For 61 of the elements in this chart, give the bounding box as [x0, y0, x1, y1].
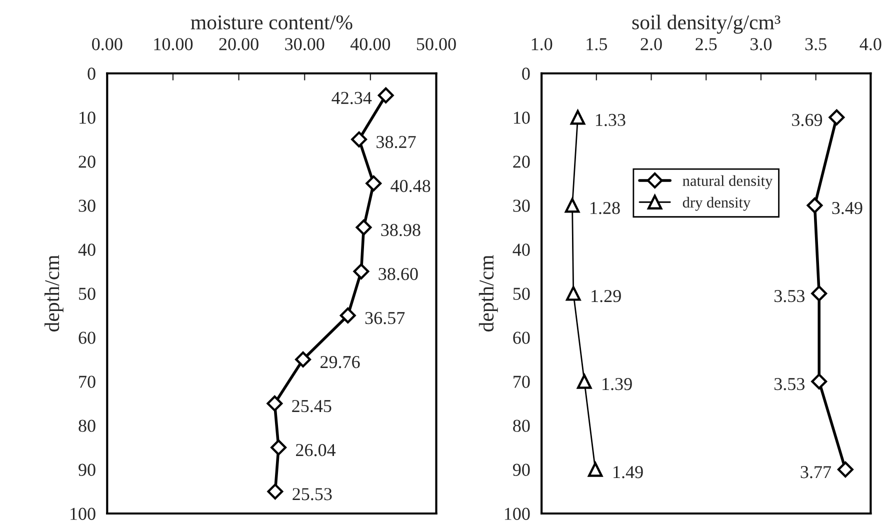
data-label: 25.53 — [292, 488, 332, 500]
data-label: 1.28 — [590, 202, 620, 214]
y-tick-label: 10 — [514, 112, 530, 124]
data-label: 26.04 — [296, 444, 336, 456]
y-axis-title: depth/cm — [478, 255, 498, 332]
data-label: 1.33 — [596, 114, 626, 126]
y-tick-label: 60 — [78, 332, 96, 344]
y-tick-label: 0 — [522, 68, 530, 80]
y-tick-label: 70 — [514, 376, 530, 388]
y-axis-title: depth/cm — [44, 255, 64, 332]
data-label: 3.77 — [800, 466, 832, 478]
y-tick-label: 40 — [512, 244, 530, 256]
x-axis-title: moisture content/% — [190, 15, 352, 30]
y-tick-label: 30 — [513, 200, 530, 212]
y-tick-label: 70 — [79, 376, 96, 388]
data-label: 38.98 — [381, 224, 420, 236]
legend-label: dry density — [682, 196, 751, 211]
data-label: 40.48 — [390, 180, 430, 192]
x-axis-title: soil density/g/cm³ — [632, 14, 780, 34]
data-label: 3.53 — [774, 378, 805, 390]
y-tick-label: 50 — [513, 288, 530, 300]
y-tick-label: 80 — [513, 420, 530, 432]
y-tick-label: 80 — [78, 420, 96, 432]
x-tick-label: 10.00 — [154, 38, 193, 50]
data-label: 3.49 — [832, 202, 862, 214]
y-tick-label: 40 — [78, 244, 96, 256]
data-label: 42.34 — [332, 92, 372, 104]
y-tick-label: 0 — [88, 68, 96, 80]
x-tick-label: 40.00 — [350, 38, 390, 50]
data-label: 25.45 — [292, 400, 332, 412]
data-label: 3.69 — [792, 114, 822, 126]
y-tick-label: 60 — [513, 332, 530, 344]
y-tick-label: 30 — [78, 200, 96, 212]
x-tick-label: 3.0 — [750, 38, 772, 50]
y-tick-label: 20 — [513, 156, 530, 168]
x-tick-label: 4.0 — [860, 38, 882, 50]
data-label: 36.57 — [365, 312, 405, 324]
x-tick-label: 20.00 — [219, 38, 258, 50]
y-tick-label: 90 — [512, 464, 530, 476]
y-tick-label: 100 — [504, 508, 530, 520]
data-label: 1.29 — [592, 290, 621, 302]
x-tick-label: 2.5 — [696, 38, 717, 50]
x-tick-label: 1.5 — [586, 38, 608, 50]
x-tick-label: 2.0 — [640, 38, 662, 50]
data-label: 1.49 — [614, 466, 643, 478]
data-label: 3.53 — [774, 290, 805, 302]
y-tick-label: 10 — [80, 112, 96, 124]
x-tick-label: 3.5 — [805, 38, 826, 50]
x-tick-label: 50.00 — [417, 38, 456, 50]
y-tick-label: 100 — [70, 508, 96, 520]
y-tick-label: 50 — [79, 288, 96, 300]
data-label: 1.39 — [602, 378, 632, 390]
y-tick-label: 20 — [78, 156, 96, 168]
x-tick-label: 0.00 — [92, 38, 122, 50]
data-label: 38.60 — [378, 268, 418, 280]
data-label: 29.76 — [320, 356, 360, 368]
x-tick-label: 1.0 — [532, 38, 552, 50]
data-label: 38.27 — [376, 136, 416, 148]
y-tick-label: 90 — [78, 464, 96, 476]
legend-label: natural density — [682, 175, 773, 190]
x-tick-label: 30.00 — [285, 38, 324, 50]
